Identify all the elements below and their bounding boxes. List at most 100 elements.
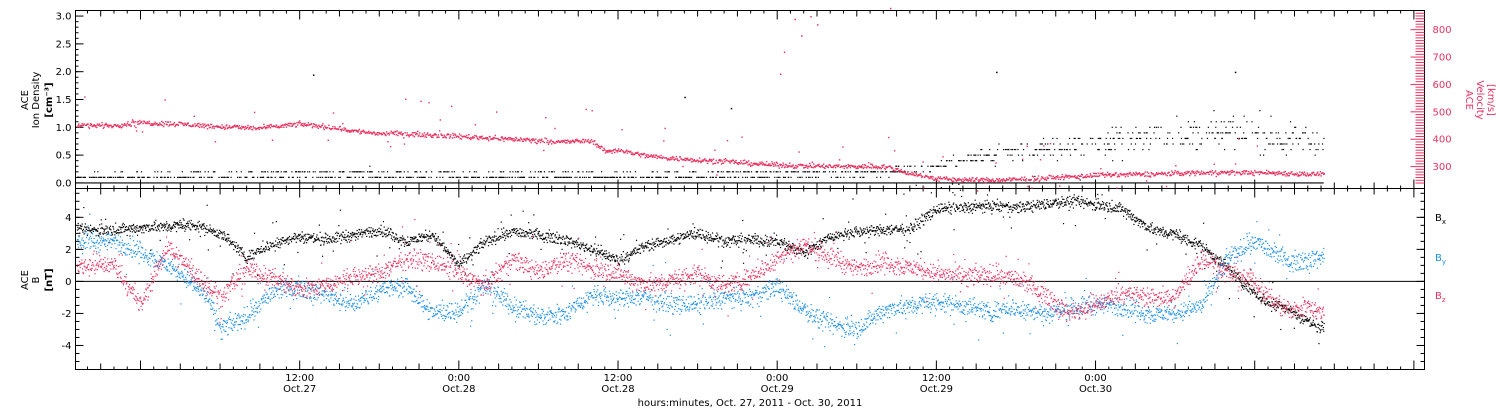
b-point: [448, 252, 450, 254]
velocity-point: [1285, 175, 1287, 177]
density-point: [177, 176, 179, 178]
density-point: [1185, 137, 1187, 140]
density-point: [1115, 126, 1117, 128]
velocity-point: [990, 180, 993, 183]
velocity-point: [82, 124, 85, 126]
velocity-point: [348, 131, 351, 133]
density-point: [1232, 115, 1235, 117]
density-point: [280, 171, 282, 173]
velocity-point: [863, 166, 865, 169]
b-point: [335, 232, 337, 234]
b-point: [154, 227, 157, 229]
velocity-point: [1085, 176, 1087, 179]
b-point: [84, 223, 86, 225]
b-point: [117, 232, 120, 234]
velocity-point: [455, 136, 457, 138]
velocity-point: [608, 149, 610, 152]
b-point: [134, 225, 136, 228]
b-point: [262, 240, 264, 242]
density-point: [408, 176, 410, 178]
velocity-point: [270, 123, 272, 126]
density-point: [824, 171, 826, 173]
b-point: [255, 253, 257, 255]
b-point: [156, 225, 159, 227]
velocity-point: [862, 167, 865, 170]
density-point: [1277, 132, 1280, 134]
velocity-point: [770, 164, 772, 167]
velocity-point: [889, 7, 892, 10]
b-point: [150, 249, 152, 251]
density-point: [605, 176, 607, 178]
b-point: [127, 228, 129, 231]
velocity-point: [127, 121, 129, 123]
velocity-point: [724, 160, 726, 163]
velocity-point: [345, 130, 347, 132]
density-point: [1032, 154, 1034, 156]
density-point: [534, 176, 536, 178]
density-point: [416, 171, 418, 173]
b-point: [428, 235, 430, 237]
b-point: [341, 236, 344, 238]
velocity-point: [1237, 171, 1239, 174]
velocity-point: [491, 138, 493, 141]
velocity-point: [154, 121, 156, 123]
b-point: [408, 244, 410, 246]
density-point: [1241, 137, 1243, 140]
velocity-point: [399, 132, 401, 134]
velocity-point: [666, 158, 668, 160]
b-point: [447, 249, 449, 251]
b-point: [538, 232, 540, 234]
density-point: [483, 176, 485, 178]
velocity-point: [395, 133, 398, 136]
b-point: [598, 251, 601, 254]
density-point: [968, 154, 970, 156]
density-point: [1113, 137, 1115, 140]
b-point: [446, 251, 448, 253]
b-point: [239, 250, 241, 252]
density-point: [707, 171, 709, 173]
b-point: [512, 231, 514, 233]
velocity-point: [104, 124, 106, 126]
velocity-point: [1062, 176, 1064, 178]
density-point: [211, 176, 213, 178]
density-point: [478, 176, 481, 178]
density-point: [1169, 132, 1171, 134]
velocity-point: [1106, 171, 1109, 174]
b-point: [480, 242, 482, 244]
b-point: [199, 235, 201, 238]
b-point: [481, 246, 484, 248]
velocity-point: [265, 127, 267, 130]
b-point: [457, 265, 459, 267]
velocity-point: [736, 162, 739, 165]
velocity-point: [718, 158, 721, 161]
velocity-point: [911, 171, 913, 173]
b-point: [450, 257, 452, 259]
b-point: [120, 231, 122, 233]
b-point: [376, 229, 379, 231]
density-point: [141, 176, 144, 178]
velocity-point: [706, 162, 709, 165]
density-point: [383, 171, 385, 173]
velocity-point: [1066, 176, 1068, 178]
b-point: [107, 230, 109, 233]
b-point: [580, 242, 582, 244]
density-point: [646, 176, 648, 178]
b-point: [516, 228, 518, 230]
b-point: [568, 243, 570, 245]
b-point: [131, 225, 133, 227]
density-point: [981, 160, 983, 162]
b-point: [340, 243, 342, 245]
b-point: [405, 241, 407, 243]
b-point: [613, 256, 615, 258]
velocity-point: [1313, 173, 1316, 176]
velocity-point: [800, 164, 802, 166]
b-point: [336, 231, 338, 233]
b-point: [395, 234, 398, 236]
density-point: [274, 176, 276, 178]
density-point: [1302, 132, 1304, 134]
b-point: [172, 224, 174, 227]
velocity-point: [534, 141, 536, 144]
density-point: [249, 171, 251, 173]
b-point: [345, 239, 347, 241]
velocity-point: [541, 138, 543, 140]
